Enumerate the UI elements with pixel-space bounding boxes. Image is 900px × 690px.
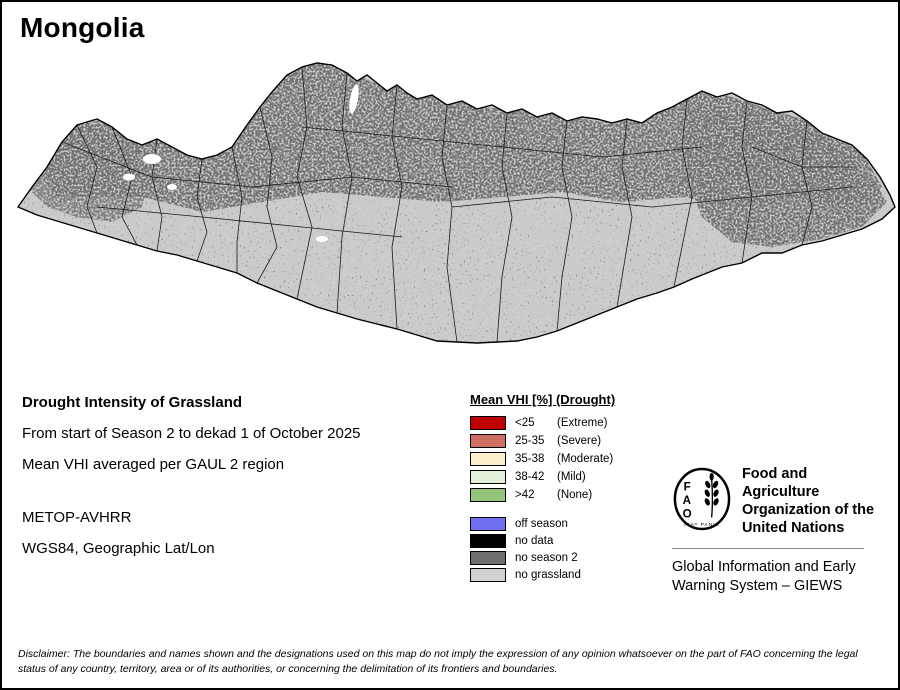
legend-swatch-severe	[470, 434, 506, 448]
fao-logo-icon: F A O FIAT PANIS	[673, 467, 731, 531]
legend-row-none: >42 (None)	[470, 486, 615, 504]
page-title: Mongolia	[20, 12, 145, 43]
legend-row-no-data: no data	[470, 532, 615, 549]
legend-row-no-season2: no season 2	[470, 549, 615, 566]
map-info-block: Drought Intensity of Grassland From star…	[22, 394, 361, 571]
legend-qualifier: (Moderate)	[557, 453, 614, 465]
disclaimer-text: Disclaimer: The boundaries and names sho…	[18, 648, 858, 675]
fao-org-name: Food and Agriculture Organization of the…	[741, 466, 875, 536]
legend-swatch-mild	[470, 470, 506, 484]
country-outline	[16, 62, 896, 344]
legend-label: no grassland	[515, 568, 581, 581]
svg-text:F: F	[684, 480, 691, 493]
legend-title: Mean VHI [%] (Drought)	[470, 392, 616, 407]
legend-swatch-no-season2	[470, 550, 506, 565]
legend-value: 25-35	[515, 435, 545, 447]
legend-value: <25	[515, 417, 535, 429]
projection-line: WGS84, Geographic Lat/Lon	[22, 540, 215, 557]
legend-row-extreme: <25 (Extreme)	[470, 414, 615, 432]
legend-qualifier: (None)	[557, 489, 593, 501]
legend-label: no data	[515, 534, 554, 547]
mongolia-map	[16, 62, 896, 344]
wheat-icon	[704, 472, 719, 518]
legend-row-no-grassland: no grassland	[470, 566, 615, 583]
legend-row-off-season: off season	[470, 515, 615, 532]
legend-swatch-off-season	[470, 516, 506, 531]
svg-text:O: O	[683, 507, 692, 520]
legend-value: 35-38	[515, 453, 545, 465]
lakes	[123, 84, 359, 242]
legend-label: no season 2	[515, 551, 578, 564]
map-subtitle: Drought Intensity of Grassland	[22, 394, 243, 411]
legend-qualifier: (Extreme)	[557, 417, 608, 429]
giews-label: Global Information and Early Warning Sys…	[672, 558, 856, 594]
fao-branding-block: F A O FIAT PANIS Food and Agriculture Or…	[672, 466, 887, 596]
legend-extras: off season no data no season 2 no grassl…	[470, 515, 615, 583]
svg-text:A: A	[683, 494, 692, 507]
legend-swatch-extreme	[470, 416, 506, 430]
legend-row-moderate: 35-38 (Moderate)	[470, 450, 615, 468]
legend-row-mild: 38-42 (Mild)	[470, 468, 615, 486]
sensor-line: METOP-AVHRR	[22, 509, 132, 526]
aggregation-line: Mean VHI averaged per GAUL 2 region	[22, 456, 285, 473]
legend: Mean VHI [%] (Drought) <25 (Extreme) 25-…	[470, 392, 615, 583]
legend-qualifier: (Mild)	[557, 471, 586, 483]
fao-motto: FIAT PANIS	[684, 522, 719, 528]
legend-label: off season	[515, 517, 568, 530]
legend-row-severe: 25-35 (Severe)	[470, 432, 615, 450]
legend-value: 38-42	[515, 471, 545, 483]
legend-swatch-no-grassland	[470, 567, 506, 582]
legend-value: >42	[515, 489, 535, 501]
region-boundaries	[61, 66, 853, 343]
legend-qualifier: (Severe)	[557, 435, 602, 447]
legend-swatch-no-data	[470, 533, 506, 548]
legend-swatch-moderate	[470, 452, 506, 466]
legend-swatch-none	[470, 488, 506, 502]
branding-divider	[672, 547, 864, 549]
period-line: From start of Season 2 to dekad 1 of Oct…	[22, 425, 361, 442]
